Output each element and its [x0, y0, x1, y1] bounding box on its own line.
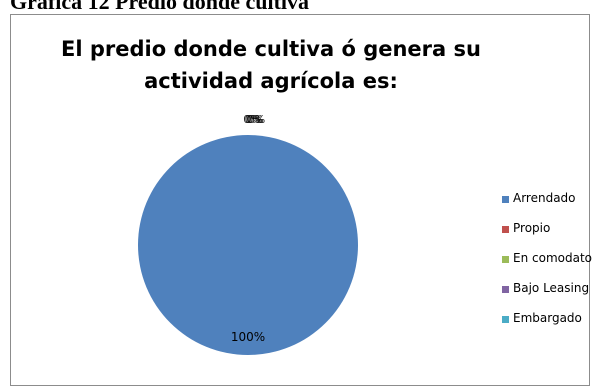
pie-chart: 100%0%0%0%0%: [138, 113, 358, 355]
chart-title-line-2: actividad agrícola es:: [144, 69, 398, 93]
pie-slice-arrendado: [138, 135, 358, 355]
data-label-propio: 0%: [243, 113, 260, 126]
chart-title-line-1: El predio donde cultiva ó genera su: [61, 37, 481, 61]
legend-label-bajo-leasing: Bajo Leasing: [513, 281, 590, 295]
legend-swatch-propio: [502, 226, 509, 233]
legend-label-propio: Propio: [513, 221, 551, 235]
chart-title: El predio donde cultiva ó genera su acti…: [11, 33, 531, 97]
legend-label-en-comodato: En comodato: [513, 251, 592, 265]
data-label-embargado: 0%: [248, 113, 265, 126]
data-label-en-comodato: 0%: [245, 113, 262, 126]
legend-label-embargado: Embargado: [513, 311, 582, 325]
data-label-bajo-leasing: 0%: [246, 113, 263, 126]
legend-swatch-bajo-leasing: [502, 286, 509, 293]
data-label-arrendado: 100%: [231, 330, 265, 344]
legend-swatch-embargado: [502, 316, 509, 323]
figure-caption: Gráfica 12 Predio donde cultiva: [10, 0, 310, 14]
chart-area: El predio donde cultiva ó genera su acti…: [10, 14, 592, 386]
legend-label-arrendado: Arrendado: [513, 191, 576, 205]
legend-swatch-arrendado: [502, 196, 509, 203]
legend-swatch-en-comodato: [502, 256, 509, 263]
